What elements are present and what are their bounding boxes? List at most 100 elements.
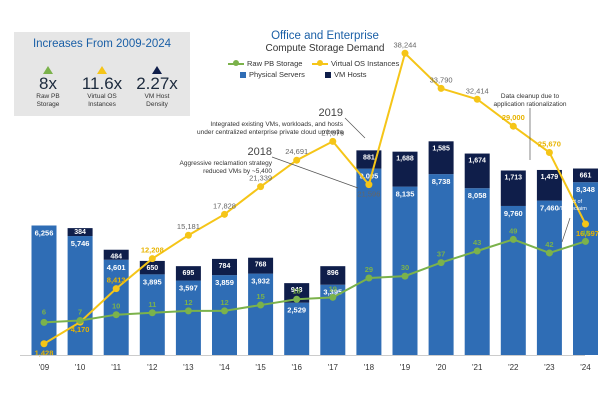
triangle-up-icon xyxy=(152,66,162,74)
x-tick-label-14: '23 xyxy=(544,363,555,372)
kpi-virtual: 11.6x Virtual OS Instances xyxy=(74,66,130,109)
bar-hosts-label-7: 943 xyxy=(291,287,303,294)
legend-storage-label: Raw PB Storage xyxy=(247,59,303,68)
kpi-panel: Increases From 2009-2024 8x Raw PB Stora… xyxy=(14,32,190,116)
bar-hosts-label-11: 1,585 xyxy=(432,145,450,152)
raw-storage-label-8: 19 xyxy=(329,284,337,293)
x-tick-label-8: '17 xyxy=(328,363,339,372)
virtual-os-label-13: 29,000 xyxy=(502,113,525,122)
virtual-os-point-10 xyxy=(401,49,409,57)
x-tick-label-5: '14 xyxy=(219,363,230,372)
annotation-2018-line1: Aggressive reclamation strategy xyxy=(180,160,273,167)
virtual-os-label-8: 27,079 xyxy=(321,128,344,137)
raw-storage-point-1 xyxy=(76,316,84,324)
bar-physical-label-1: 5,746 xyxy=(71,239,90,248)
bar-hosts-label-3: 650 xyxy=(146,265,158,272)
legend-virtual-label: Virtual OS Instances xyxy=(331,59,400,68)
x-tick-label-12: '21 xyxy=(472,363,483,372)
raw-storage-point-10 xyxy=(401,272,409,280)
raw-storage-point-2 xyxy=(112,311,120,319)
bar-physical-13 xyxy=(500,205,526,355)
x-tick-label-13: '22 xyxy=(508,363,519,372)
legend-hosts: VM Hosts xyxy=(325,70,367,79)
x-tick-label-7: '16 xyxy=(291,363,302,372)
virtual-os-label-10: 38,244 xyxy=(394,40,417,49)
annotation-reclaim-line2: VM Reclaim xyxy=(557,206,587,212)
x-tick-label-11: '20 xyxy=(436,363,447,372)
kpi-virtual-label2: Instances xyxy=(88,101,116,108)
raw-storage-point-14 xyxy=(545,249,553,257)
bar-hosts-15 xyxy=(573,168,598,183)
virtual-os-label-11: 33,790 xyxy=(430,75,453,84)
x-tick-label-15: '24 xyxy=(580,363,591,372)
raw-storage-point-12 xyxy=(473,247,481,255)
bar-physical-label-13: 9,760 xyxy=(504,209,523,218)
annotation-reclaim-line1: Effect of xyxy=(562,199,583,205)
bar-physical-label-12: 8,058 xyxy=(468,191,487,200)
raw-storage-point-4 xyxy=(184,307,192,315)
virtual-os-label-15: 16,597 xyxy=(576,229,599,238)
bar-physical-label-4: 3,597 xyxy=(179,284,198,293)
virtual-os-label-7: 24,691 xyxy=(285,147,308,156)
annotations-layer: 2018 Aggressive reclamation strategy red… xyxy=(180,93,587,243)
virtual-os-point-8 xyxy=(329,137,337,145)
legend-hosts-label: VM Hosts xyxy=(334,70,367,79)
bar-physical-2 xyxy=(103,259,129,355)
bar-hosts-6 xyxy=(248,257,274,274)
virtual-os-label-4: 15,181 xyxy=(177,222,200,231)
chart-subtitle: Compute Storage Demand xyxy=(265,43,385,54)
bar-physical-label-6: 3,932 xyxy=(251,277,270,286)
raw-storage-point-3 xyxy=(148,309,156,317)
annotation-cleanup-line1: Data cleanup due to xyxy=(501,93,560,100)
bar-hosts-11 xyxy=(428,141,454,175)
triangle-up-icon xyxy=(97,66,107,74)
kpi-hosts-label2: Density xyxy=(146,101,168,108)
lines-layer: 1,4284,1708,41312,20815,18117,82821,3392… xyxy=(35,40,599,357)
raw-storage-point-15 xyxy=(582,237,589,245)
virtual-os-line xyxy=(43,51,587,345)
bar-physical-label-9: 9,005 xyxy=(360,172,379,181)
bar-physical-4 xyxy=(175,280,201,355)
raw-storage-label-14: 42 xyxy=(545,240,553,249)
bar-hosts-label-13: 1,713 xyxy=(505,175,523,182)
raw-storage-label-3: 11 xyxy=(148,300,156,309)
bar-physical-6 xyxy=(248,273,274,355)
raw-storage-label-5: 12 xyxy=(220,298,228,307)
raw-storage-label-10: 30 xyxy=(401,263,409,272)
bar-physical-label-11: 8,738 xyxy=(432,177,451,186)
raw-storage-label-2: 10 xyxy=(112,302,120,311)
x-tick-label-0: '09 xyxy=(39,363,50,372)
raw-storage-label-15: 48 xyxy=(581,228,589,237)
kpi-hosts-value: 2.27x xyxy=(136,74,178,93)
bar-hosts-14 xyxy=(536,169,562,201)
bar-physical-label-8: 3,395 xyxy=(323,288,342,297)
raw-storage-point-7 xyxy=(293,295,301,303)
bar-hosts-13 xyxy=(500,170,526,206)
bar-hosts-7 xyxy=(284,283,310,303)
virtual-os-point-4 xyxy=(184,231,192,239)
annotation-2018-leader xyxy=(271,156,359,189)
kpi-virtual-value: 11.6x xyxy=(81,74,123,93)
kpi-panel-title: Increases From 2009-2024 xyxy=(32,38,172,50)
bar-hosts-8 xyxy=(320,266,346,285)
virtual-os-point-13 xyxy=(509,122,517,130)
virtual-os-point-9 xyxy=(365,181,373,189)
virtual-os-label-6: 21,339 xyxy=(249,174,272,183)
bar-hosts-label-15: 661 xyxy=(580,173,592,180)
virtual-os-point-0 xyxy=(40,340,48,348)
raw-storage-label-6: 15 xyxy=(256,292,264,301)
bar-physical-label-14: 7,460 xyxy=(540,204,559,213)
annotation-reclaim-leader xyxy=(561,217,571,243)
virtual-os-point-14 xyxy=(545,148,553,156)
virtual-os-point-3 xyxy=(148,255,156,263)
x-tick-label-10: '19 xyxy=(400,363,411,372)
bar-physical-label-5: 3,859 xyxy=(215,278,234,287)
annotation-2019-line1: Integrated existing VMs, workloads, and … xyxy=(210,121,343,128)
bar-hosts-label-6: 768 xyxy=(255,262,267,269)
raw-storage-label-4: 12 xyxy=(184,298,192,307)
kpi-storage-label2: Storage xyxy=(36,101,60,108)
annotation-2019-line2: under centralized enterprise private clo… xyxy=(197,129,343,136)
legend-hosts-swatch xyxy=(325,71,331,78)
bar-hosts-label-14: 1,479 xyxy=(541,174,559,181)
